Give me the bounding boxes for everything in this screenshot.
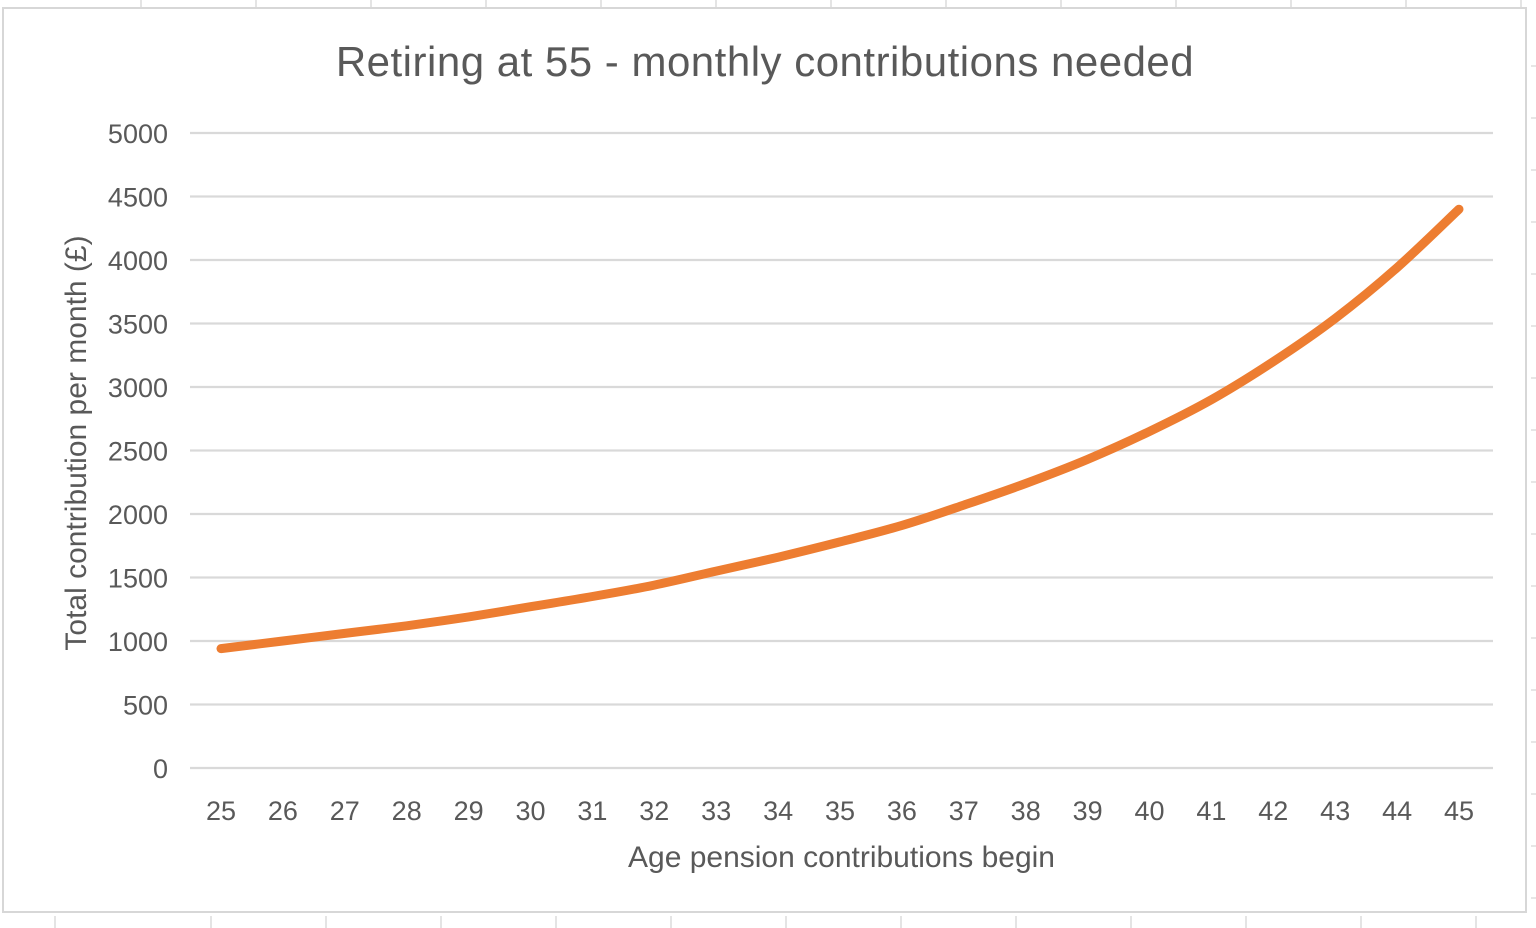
y-axis-title: Total contribution per month (£): [60, 235, 93, 651]
y-tick-label: 4000: [108, 246, 168, 276]
y-tick-label: 1500: [108, 564, 168, 594]
x-axis-tick-labels: 25 26 27 28 29 30 31 32 33 34 35 36 37 38 39 40 41 42 43 44…: [206, 796, 1474, 826]
y-tick-label: 1000: [108, 627, 168, 657]
data-line-series: [216, 204, 1464, 654]
x-tick-label: 35: [825, 796, 855, 826]
x-tick-label: 37: [949, 796, 979, 826]
x-tick-label: 27: [330, 796, 360, 826]
y-tick-label: 0: [153, 754, 168, 784]
x-axis-title: Age pension contributions begin: [628, 841, 1055, 874]
x-tick-label: 36: [887, 796, 917, 826]
x-tick-label: 44: [1382, 796, 1412, 826]
y-tick-label: 3500: [108, 310, 168, 340]
x-tick-label: 29: [454, 796, 484, 826]
chart-object-frame[interactable]: [2, 7, 1527, 913]
x-tick-label: 40: [1134, 796, 1164, 826]
x-tick-label: 32: [639, 796, 669, 826]
x-tick-label: 41: [1196, 796, 1226, 826]
y-tick-label: 2500: [108, 437, 168, 467]
y-tick-label: 4500: [108, 183, 168, 213]
x-tick-label: 45: [1444, 796, 1474, 826]
x-tick-label: 26: [268, 796, 298, 826]
x-tick-label: 31: [577, 796, 607, 826]
x-tick-label: 42: [1258, 796, 1288, 826]
x-tick-label: 25: [206, 796, 236, 826]
x-tick-label: 34: [763, 796, 793, 826]
y-tick-label: 2000: [108, 500, 168, 530]
x-tick-label: 38: [1011, 796, 1041, 826]
x-tick-label: 28: [392, 796, 422, 826]
x-tick-label: 33: [701, 796, 731, 826]
x-tick-label: 30: [515, 796, 545, 826]
y-tick-label: 3000: [108, 373, 168, 403]
y-axis-tick-labels: 0 500 1000 1500 2000 2500 3000 3500 4000 4500 5000: [108, 119, 168, 784]
chart-title: Retiring at 55 - monthly contributions n…: [335, 38, 1195, 85]
y-tick-label: 500: [123, 691, 168, 721]
horizontal-gridlines: [190, 131, 1493, 770]
y-tick-label: 5000: [108, 119, 168, 149]
x-tick-label: 43: [1320, 796, 1350, 826]
x-tick-label: 39: [1073, 796, 1103, 826]
